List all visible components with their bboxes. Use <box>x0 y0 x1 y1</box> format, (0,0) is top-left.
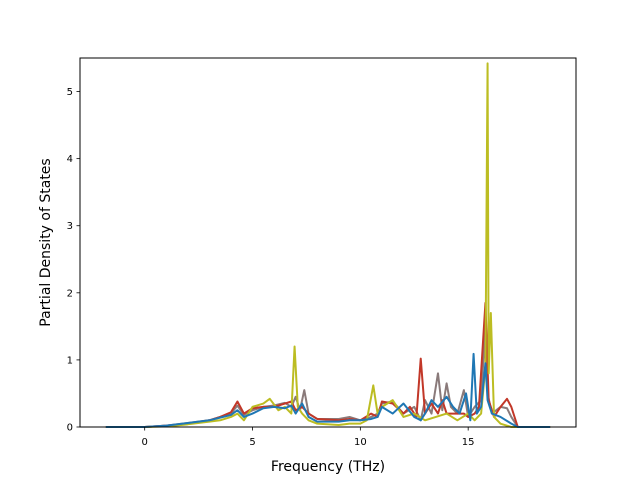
x-axis-title: Frequency (THz) <box>271 459 385 475</box>
y-tick-label: 1 <box>67 355 73 366</box>
y-tick-label: 4 <box>67 154 73 165</box>
y-axis-ticks: 0 1 2 3 4 5 <box>67 87 80 434</box>
plot-frame <box>79 57 577 428</box>
x-axis-ticks: 0 5 10 15 <box>142 427 475 448</box>
series-line-4 <box>105 352 551 428</box>
x-tick-label: 0 <box>142 437 148 448</box>
x-tick-label: 15 <box>462 437 475 448</box>
series-line-2 <box>105 301 551 428</box>
y-tick-label: 0 <box>67 423 73 434</box>
x-tick-label: 5 <box>249 437 255 448</box>
x-tick-label: 10 <box>354 437 367 448</box>
y-tick-label: 3 <box>67 221 73 232</box>
y-tick-label: 5 <box>67 87 73 98</box>
series-layer <box>105 62 551 428</box>
y-tick-label: 2 <box>67 288 73 299</box>
y-axis-title: Partial Density of States <box>38 158 54 326</box>
